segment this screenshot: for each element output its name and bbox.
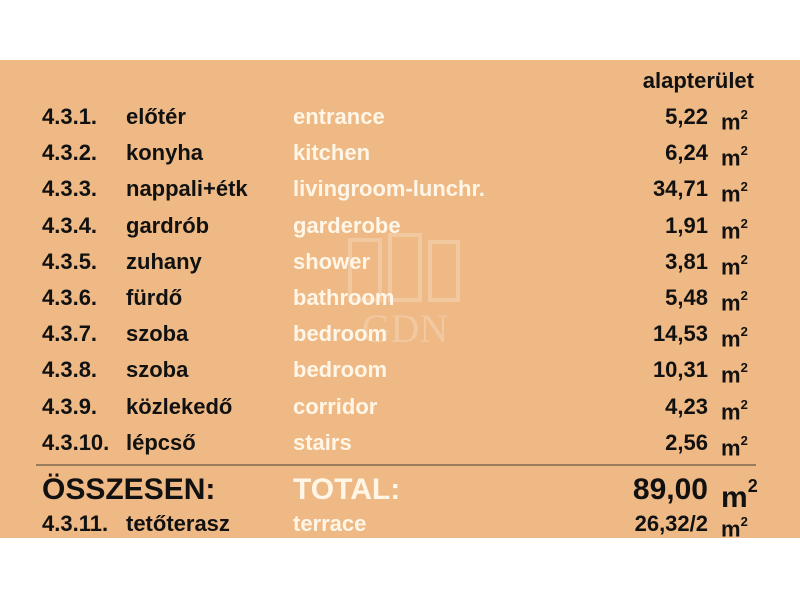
room-name-hu: szoba bbox=[126, 357, 189, 383]
room-name-en: bathroom bbox=[293, 285, 395, 310]
room-name-en: garderobe bbox=[293, 212, 401, 238]
room-name-hu: előtér bbox=[126, 104, 186, 129]
terrace-row: 4.3.11. tetőterasz terrace 26,32/2 m2 bbox=[0, 506, 800, 542]
area-value: 2,56 bbox=[665, 429, 708, 455]
room-name-en: corridor bbox=[293, 393, 378, 419]
row-number: 4.3.9. bbox=[42, 393, 98, 419]
gdn-watermark-logo: GDN bbox=[348, 233, 460, 351]
area-unit: m2 bbox=[721, 179, 748, 207]
row-number: 4.3.10. bbox=[42, 429, 110, 455]
room-name-en: shower bbox=[293, 248, 371, 274]
table-row: 4.3.2. konyha kitchen 6,24 m2 bbox=[0, 135, 800, 171]
area-unit: m2 bbox=[721, 143, 748, 171]
room-name-en: entrance bbox=[293, 104, 385, 129]
row-number: 4.3.11. bbox=[42, 511, 109, 536]
area-value: 6,24 bbox=[665, 140, 708, 166]
room-name-en: stairs bbox=[293, 429, 352, 455]
total-unit: m2 bbox=[721, 476, 758, 514]
row-number: 4.3.5. bbox=[42, 248, 98, 274]
total-row: ÖSSZESEN: TOTAL: 89,00 m2 bbox=[0, 468, 800, 514]
area-value: 3,81 bbox=[665, 248, 708, 274]
area-unit: m2 bbox=[721, 396, 748, 424]
area-value: 5,22 bbox=[665, 104, 708, 129]
room-name-en: livingroom-lunchr. bbox=[293, 176, 485, 202]
area-column-header: alapterület bbox=[642, 68, 754, 93]
table-row: 4.3.7. szoba bedroom 14,53 m2 bbox=[0, 316, 800, 352]
area-unit: m2 bbox=[721, 251, 748, 280]
area-unit: m2 bbox=[721, 215, 748, 243]
room-name-hu: szoba bbox=[126, 321, 189, 347]
area-value: 14,53 bbox=[652, 321, 708, 347]
total-value: 89,00 bbox=[632, 473, 708, 506]
room-name-hu: gardrób bbox=[126, 212, 210, 238]
row-number: 4.3.8. bbox=[42, 357, 98, 383]
area-table-panel bbox=[0, 60, 800, 538]
row-number: 4.3.4. bbox=[42, 212, 98, 238]
area-value: 5,48 bbox=[665, 285, 708, 310]
area-value: 4,23 bbox=[665, 393, 708, 419]
table-row: 4.3.8. szoba bedroom 10,31 m2 bbox=[0, 352, 800, 388]
area-unit: m2 bbox=[721, 432, 748, 461]
row-number: 4.3.6. bbox=[42, 285, 98, 310]
area-value: 34,71 bbox=[652, 176, 708, 202]
total-label-hu: ÖSSZESEN: bbox=[42, 473, 216, 506]
table-row: 4.3.3. nappali+étk livingroom-lunchr. 34,71… bbox=[0, 171, 800, 207]
table-row: 4.3.9. közlekedő corridor 4,23 m2 bbox=[0, 389, 800, 425]
room-name-en: bedroom bbox=[293, 357, 388, 383]
area-value: 26,32/2 bbox=[634, 511, 708, 536]
area-unit: m2 bbox=[721, 288, 748, 316]
row-number: 4.3.1. bbox=[42, 104, 98, 129]
total-label-en: TOTAL: bbox=[293, 473, 401, 506]
table-row: 4.3.5. zuhany shower 3,81 m2 bbox=[0, 244, 800, 280]
room-name-en: bedroom bbox=[293, 321, 388, 347]
room-name-hu: lépcső bbox=[126, 429, 196, 455]
room-name-hu: konyha bbox=[126, 140, 204, 166]
table-row: 4.3.1. előtér entrance 5,22 m2 bbox=[0, 99, 800, 135]
area-unit: m2 bbox=[721, 324, 748, 352]
room-name-hu: zuhany bbox=[126, 248, 202, 274]
area-unit: m2 bbox=[721, 514, 748, 542]
total-divider bbox=[36, 464, 756, 466]
room-name-hu: tetőterasz bbox=[126, 511, 230, 536]
room-name-en: terrace bbox=[293, 511, 367, 536]
area-unit: m2 bbox=[721, 360, 748, 388]
table-row: 4.3.4. gardrób garderobe 1,91 m2 bbox=[0, 208, 800, 244]
svg-text:GDN: GDN bbox=[362, 306, 449, 351]
room-name-en: kitchen bbox=[293, 140, 371, 166]
row-number: 4.3.2. bbox=[42, 140, 98, 166]
row-number: 4.3.7. bbox=[42, 321, 98, 347]
table-row: 4.3.10. lépcső stairs 2,56 m2 bbox=[0, 425, 800, 461]
table-row: 4.3.6. fürdő bathroom 5,48 m2 bbox=[0, 280, 800, 316]
room-name-hu: közlekedő bbox=[126, 393, 233, 419]
area-value: 1,91 bbox=[665, 212, 708, 238]
area-unit: m2 bbox=[721, 107, 748, 135]
row-number: 4.3.3. bbox=[42, 176, 98, 202]
room-name-hu: nappali+étk bbox=[126, 176, 248, 202]
area-value: 10,31 bbox=[652, 357, 708, 383]
room-name-hu: fürdő bbox=[126, 285, 183, 310]
